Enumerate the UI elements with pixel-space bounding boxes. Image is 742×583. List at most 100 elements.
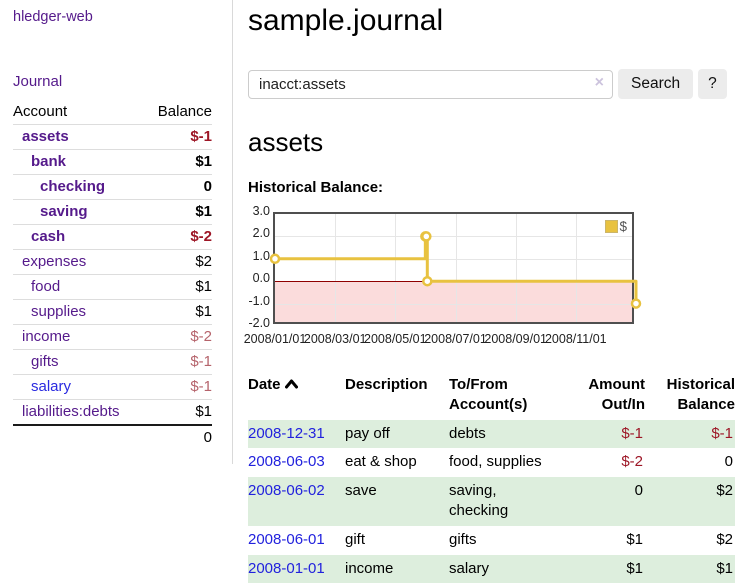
y-tick-label: 0.0 <box>252 271 270 286</box>
account-row: cash $-2 <box>13 224 212 250</box>
account-balance: $-2 <box>144 224 212 250</box>
account-heading: assets <box>248 127 324 157</box>
account-link-assets[interactable]: assets <box>22 128 69 145</box>
account-row: food $1 <box>13 274 212 300</box>
account-row: bank $1 <box>13 149 212 175</box>
account-link-income[interactable]: income <box>22 328 71 345</box>
transaction-amount: $1 <box>626 530 643 548</box>
x-tick-label: 2008/11/01 <box>544 332 607 346</box>
register-table: Date Description To/From Account(s) Amou… <box>248 371 735 583</box>
account-balance: $1 <box>144 299 212 325</box>
account-row: liabilities:debts $1 <box>13 399 212 426</box>
sidebar-item-journal[interactable]: Journal <box>13 73 63 90</box>
account-row: salary $-1 <box>13 374 212 400</box>
page-title: sample.journal <box>248 4 444 37</box>
account-balance: $1 <box>144 399 212 426</box>
transaction-description: save <box>345 477 449 526</box>
account-link-saving[interactable]: saving <box>40 203 88 220</box>
account-balance: $1 <box>144 274 212 300</box>
x-tick-label: 2008/03/01 <box>303 332 367 346</box>
y-tick-label: -2.0 <box>248 316 270 330</box>
transaction-amount: $-2 <box>621 453 643 471</box>
transaction-accounts: gifts <box>449 530 477 548</box>
main-content: sample.journal × Search ? assets Histori… <box>233 0 742 583</box>
account-balance: $-2 <box>144 324 212 350</box>
y-tick-label: -1.0 <box>248 293 270 308</box>
register-row: 2008-06-03 eat & shop food, supplies $-2… <box>248 448 735 477</box>
transaction-date-link[interactable]: 2008-12-31 <box>248 424 325 442</box>
accounts-column-header: To/From Account(s) <box>449 376 528 413</box>
y-tick-label: 2.0 <box>252 226 270 241</box>
chart-legend: $ <box>605 219 627 234</box>
accounts-header-row: Account Balance <box>13 100 212 125</box>
account-row: gifts $-1 <box>13 349 212 375</box>
account-balance: $2 <box>144 249 212 275</box>
date-column-header[interactable]: Date <box>248 371 345 420</box>
account-balance: $1 <box>144 199 212 225</box>
gridline <box>455 214 457 322</box>
search-input[interactable] <box>248 69 613 99</box>
transaction-balance: $2 <box>645 477 735 526</box>
account-link-liabilities-debts[interactable]: liabilities:debts <box>22 403 120 420</box>
account-link-salary[interactable]: salary <box>31 378 72 395</box>
gridline <box>275 258 632 260</box>
account-link-cash[interactable]: cash <box>31 228 66 245</box>
sort-ascending-icon <box>284 379 298 389</box>
transaction-amount: $-1 <box>567 419 645 449</box>
search-form: × Search ? <box>248 69 742 99</box>
transaction-accounts: salary <box>449 554 567 583</box>
search-button[interactable]: Search <box>618 69 694 99</box>
chart-title: Historical Balance: <box>248 179 384 196</box>
gridline <box>335 214 337 322</box>
account-balance: 0 <box>144 174 212 200</box>
transaction-accounts: saving, checking <box>449 477 567 526</box>
account-link-expenses[interactable]: expenses <box>22 253 87 270</box>
account-link-supplies[interactable]: supplies <box>31 303 87 320</box>
gridline <box>395 214 397 322</box>
legend-swatch-icon <box>605 220 619 233</box>
account-link-food[interactable]: food <box>31 278 61 295</box>
account-link-bank[interactable]: bank <box>31 153 67 170</box>
description-column-header: Description <box>345 376 428 393</box>
account-balance: $1 <box>144 149 212 175</box>
transaction-description: eat & shop <box>345 453 417 471</box>
account-column-header: Account <box>13 100 145 125</box>
transaction-description: pay off <box>345 419 449 449</box>
account-balance: $-1 <box>144 349 212 375</box>
gridline <box>575 214 577 322</box>
negative-region <box>275 281 632 322</box>
x-tick-label: 2008/09/01 <box>484 332 547 346</box>
gridline <box>275 303 632 305</box>
transaction-date-link[interactable]: 2008-06-03 <box>248 453 325 471</box>
sidebar: hledger-web Journal Account Balance asse… <box>0 0 233 464</box>
plot-area: $ <box>269 212 642 324</box>
balance-column-header: Historical Balance <box>666 376 735 413</box>
date-column-label: Date <box>248 376 281 393</box>
y-tick-label: 1.0 <box>252 248 270 263</box>
balance-column-header: Balance <box>144 100 212 125</box>
brand-link[interactable]: hledger-web <box>13 9 93 25</box>
transaction-date-link[interactable]: 2008-06-01 <box>248 530 325 548</box>
transaction-description: income <box>345 554 449 583</box>
gridline <box>515 214 517 322</box>
account-row: assets $-1 <box>13 124 212 150</box>
transaction-date-link[interactable]: 2008-06-02 <box>248 482 325 500</box>
accounts-total-row: 0 <box>13 424 212 450</box>
gridline <box>275 236 632 238</box>
transaction-balance: $2 <box>716 530 733 548</box>
accounts-total-value: 0 <box>144 424 212 450</box>
balance-series-line <box>269 231 642 309</box>
transaction-amount: $1 <box>567 554 645 583</box>
transaction-date-link[interactable]: 2008-01-01 <box>248 559 325 577</box>
account-row: saving $1 <box>13 199 212 225</box>
account-link-checking[interactable]: checking <box>40 178 106 195</box>
register-row: 2008-12-31 pay off debts $-1 $-1 <box>248 419 735 449</box>
x-tick-label: 2008/05/01 <box>364 332 427 346</box>
clear-search-icon[interactable]: × <box>594 73 604 91</box>
x-tick-label: 2008/01/01 <box>243 332 307 346</box>
account-link-gifts[interactable]: gifts <box>31 353 59 370</box>
account-balance: $-1 <box>144 374 212 400</box>
help-button[interactable]: ? <box>698 69 727 99</box>
account-row: supplies $1 <box>13 299 212 325</box>
transaction-description: gift <box>345 530 366 548</box>
